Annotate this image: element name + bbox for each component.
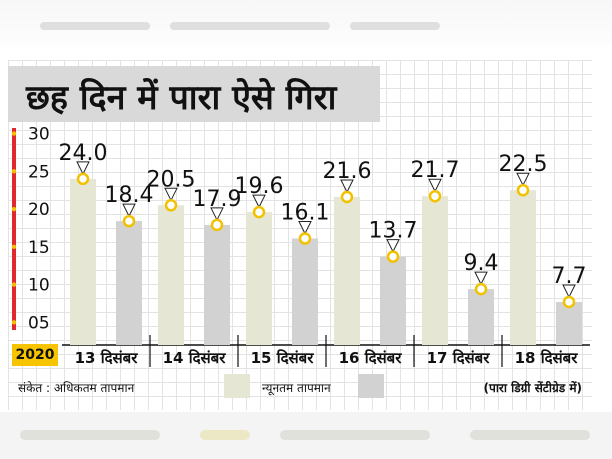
- y-tick-mark: [11, 206, 17, 212]
- value-pointer: [298, 221, 312, 235]
- x-tick-label: 16 दिसंबर: [339, 349, 403, 367]
- y-tick-mark: [11, 131, 17, 136]
- blurred-text: [470, 430, 590, 440]
- value-marker: [428, 189, 442, 203]
- data-label: 13.7: [369, 219, 418, 244]
- max-temp-bar: [422, 196, 448, 345]
- value-pointer: [340, 179, 354, 194]
- x-tick-label: 18 दिसंबर: [515, 349, 579, 367]
- y-tick-mark: [11, 169, 17, 174]
- value-pointer: [210, 207, 224, 222]
- data-label: 9.4: [464, 251, 499, 276]
- data-label: 24.0: [59, 141, 108, 166]
- min-temp-bar: [556, 301, 582, 345]
- data-label: 16.1: [281, 201, 330, 226]
- max-temp-bar: [70, 178, 96, 345]
- legend-min-label: न्यूनतम तापमान: [262, 381, 331, 395]
- year-badge: 2020: [12, 344, 58, 366]
- min-temp-bar: [380, 256, 406, 345]
- x-tick-label: 13 दिसंबर: [75, 349, 139, 367]
- value-marker: [562, 295, 576, 309]
- legend-max-label: संकेत : अधिकतम तापमान: [18, 381, 135, 395]
- value-pointer: [474, 271, 488, 286]
- value-pointer: [386, 239, 400, 253]
- blurred-text: [200, 430, 250, 440]
- data-label: 17.9: [193, 187, 242, 212]
- y-tick-mark: [11, 320, 17, 325]
- min-temp-bar: [468, 289, 494, 345]
- y-tick-label: 10: [28, 276, 50, 296]
- data-label: 22.5: [499, 152, 548, 177]
- max-temp-bar: [510, 190, 536, 345]
- y-tick-label: 30: [28, 125, 50, 145]
- blurred-text: [20, 430, 160, 440]
- value-marker: [298, 232, 312, 245]
- value-pointer: [562, 284, 576, 299]
- blurred-text: [40, 22, 150, 30]
- data-label: 18.4: [105, 183, 154, 208]
- legend-max-swatch: [224, 374, 250, 398]
- value-marker: [164, 199, 178, 212]
- y-tick-mark: [11, 244, 17, 250]
- value-marker: [386, 250, 400, 263]
- data-label: 21.6: [323, 159, 372, 184]
- x-tick-label: 17 दिसंबर: [427, 349, 491, 367]
- y-tick-label: 05: [28, 313, 50, 333]
- y-tick-label: 15: [28, 238, 50, 258]
- value-marker: [122, 214, 136, 228]
- max-temp-bar: [246, 212, 272, 345]
- legend: संकेत : अधिकतम तापमान न्यूनतम तापमान (पा…: [10, 372, 590, 400]
- blurred-text: [350, 22, 440, 30]
- value-pointer: [516, 172, 530, 187]
- min-temp-bar: [292, 238, 318, 345]
- value-pointer: [428, 178, 442, 193]
- data-label: 7.7: [552, 264, 587, 289]
- data-label: 19.6: [235, 174, 284, 199]
- value-marker: [516, 183, 530, 197]
- blurred-text: [170, 22, 330, 30]
- y-tick-label: 25: [28, 162, 50, 182]
- value-pointer: [164, 187, 178, 202]
- value-pointer: [76, 161, 90, 175]
- data-label: 20.5: [147, 167, 196, 192]
- value-pointer: [252, 194, 266, 209]
- title-box: [8, 66, 380, 122]
- value-pointer: [122, 203, 136, 218]
- value-marker: [252, 205, 266, 219]
- value-marker: [76, 172, 90, 186]
- y-tick-label: 20: [28, 200, 50, 220]
- value-marker: [474, 282, 488, 296]
- max-temp-bar: [158, 205, 184, 345]
- blurred-header-strip: [0, 0, 612, 46]
- y-tick-mark: [11, 282, 17, 287]
- chart-title: छह दिन में पारा ऐसे गिरा: [26, 78, 337, 118]
- x-tick-label: 14 दिसंबर: [163, 349, 227, 367]
- unit-note: (पारा डिग्री सेंटीग्रेड में): [483, 381, 582, 395]
- min-temp-bar: [204, 224, 230, 345]
- value-marker: [340, 190, 354, 204]
- legend-min-swatch: [358, 374, 384, 398]
- min-temp-bar: [116, 221, 142, 345]
- x-tick-label: 15 दिसंबर: [251, 349, 315, 367]
- data-label: 21.7: [411, 158, 460, 183]
- blurred-text: [280, 430, 430, 440]
- max-temp-bar: [334, 196, 360, 345]
- value-marker: [210, 218, 224, 232]
- blurred-footer-strip: [0, 412, 612, 459]
